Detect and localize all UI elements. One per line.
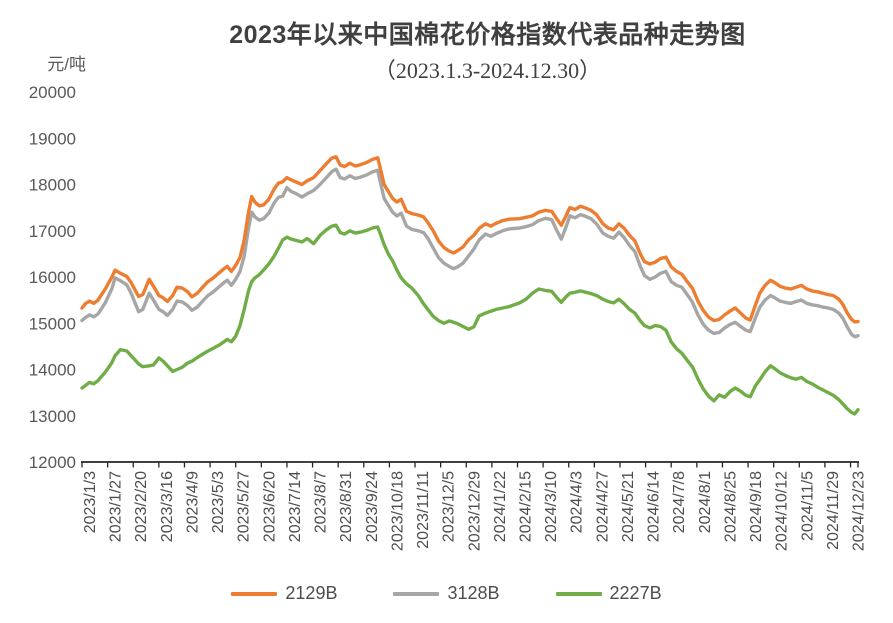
chart-title: 2023年以来中国棉花价格指数代表品种走势图 bbox=[229, 21, 746, 49]
x-tick-label: 2024/2/15 bbox=[517, 471, 534, 542]
legend-label: 3128B bbox=[447, 583, 500, 603]
legend-label: 2129B bbox=[285, 583, 338, 603]
x-tick-label: 2024/6/14 bbox=[646, 471, 663, 542]
y-tick-label: 19000 bbox=[29, 129, 76, 148]
x-tick-label: 2024/1/22 bbox=[492, 471, 509, 542]
x-tick-label: 2023/7/14 bbox=[287, 471, 304, 542]
chart-subtitle: （2023.1.3-2024.12.30） bbox=[373, 58, 602, 83]
series-line-3128B bbox=[80, 167, 860, 339]
x-tick-label: 2023/11/11 bbox=[415, 471, 432, 549]
x-tick-label: 2024/5/21 bbox=[620, 471, 637, 542]
x-tick-label: 2024/7/8 bbox=[671, 471, 688, 533]
x-tick-label: 2024/3/10 bbox=[543, 471, 560, 542]
x-tick-label: 2024/11/29 bbox=[825, 471, 842, 550]
y-tick-label: 18000 bbox=[29, 176, 76, 195]
x-tick-label: 2023/8/7 bbox=[313, 471, 330, 533]
x-tick-label: 2024/8/1 bbox=[697, 471, 714, 533]
y-tick-label: 17000 bbox=[29, 222, 76, 241]
series-line-2129B bbox=[80, 155, 860, 324]
y-tick-label: 15000 bbox=[29, 314, 76, 333]
x-tick-label: 2023/9/24 bbox=[364, 471, 381, 542]
legend: 2129B 3128B 2227B bbox=[0, 583, 893, 604]
legend-line-swatch-gray bbox=[393, 591, 440, 596]
x-tick-label: 2024/8/25 bbox=[722, 471, 739, 542]
x-tick-label: 2023/6/20 bbox=[261, 471, 278, 542]
x-tick-label: 2023/10/18 bbox=[389, 471, 406, 551]
x-tick-label: 2023/12/29 bbox=[466, 471, 483, 551]
x-tick-label: 2023/1/3 bbox=[82, 471, 99, 533]
x-tick-label: 2024/10/12 bbox=[774, 471, 791, 551]
x-tick-label: 2023/8/31 bbox=[338, 471, 355, 542]
x-tick-label: 2023/12/5 bbox=[441, 471, 458, 542]
x-tick-label: 2024/4/3 bbox=[569, 471, 586, 533]
legend-label: 2227B bbox=[609, 583, 662, 603]
legend-item-3128B: 3128B bbox=[393, 583, 500, 604]
y-tick-label: 20000 bbox=[29, 83, 76, 102]
legend-line-swatch-orange bbox=[231, 591, 278, 596]
x-tick-label: 2024/11/5 bbox=[799, 471, 816, 541]
y-axis-unit-label: 元/吨 bbox=[47, 55, 86, 74]
x-tick-label: 2023/5/27 bbox=[236, 471, 253, 542]
legend-item-2227B: 2227B bbox=[555, 583, 662, 604]
series-line-2227B bbox=[80, 223, 860, 416]
x-tick-label: 2023/2/20 bbox=[133, 471, 150, 542]
y-tick-label: 16000 bbox=[29, 268, 76, 287]
x-tick-label: 2024/4/27 bbox=[594, 471, 611, 542]
legend-line-swatch-green bbox=[555, 591, 602, 596]
x-tick-label: 2024/9/18 bbox=[748, 471, 765, 542]
y-tick-label: 13000 bbox=[29, 407, 76, 426]
x-tick-label: 2023/1/27 bbox=[108, 471, 125, 542]
legend-item-2129B: 2129B bbox=[231, 583, 337, 604]
y-tick-label: 14000 bbox=[29, 361, 76, 380]
x-tick-label: 2023/4/9 bbox=[184, 471, 201, 533]
y-tick-label: 12000 bbox=[29, 453, 76, 472]
x-tick-label: 2023/5/3 bbox=[210, 471, 227, 533]
x-tick-label: 2023/3/16 bbox=[159, 471, 176, 542]
x-tick-label: 2024/12/23 bbox=[851, 471, 868, 551]
